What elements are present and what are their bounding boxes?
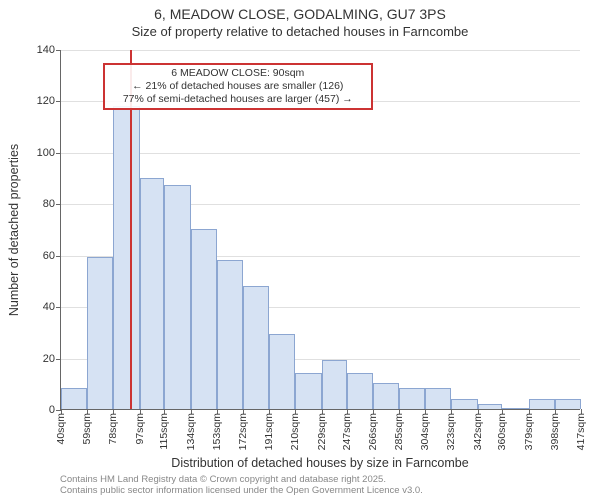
histogram-bar <box>243 286 269 409</box>
y-tick-label: 120 <box>37 95 61 107</box>
chart-subtitle: Size of property relative to detached ho… <box>0 24 600 39</box>
x-tick-label: 285sqm <box>393 413 405 450</box>
chart-title: 6, MEADOW CLOSE, GODALMING, GU7 3PS <box>0 6 600 22</box>
histogram-bar <box>399 388 425 409</box>
histogram-bar <box>61 388 87 409</box>
x-tick-label: 342sqm <box>472 413 484 450</box>
x-tick-label: 153sqm <box>211 413 223 450</box>
plot-area: 02040608010012014040sqm59sqm78sqm97sqm11… <box>60 50 580 410</box>
histogram-bar <box>140 178 165 409</box>
x-tick-label: 247sqm <box>341 413 353 450</box>
x-tick-label: 379sqm <box>523 413 535 450</box>
histogram-bar <box>295 373 321 409</box>
y-axis-label: Number of detached properties <box>7 144 21 316</box>
histogram-bar <box>502 408 528 409</box>
x-tick-label: 266sqm <box>367 413 379 450</box>
x-tick-label: 115sqm <box>158 413 170 450</box>
x-tick-label: 191sqm <box>263 413 275 450</box>
annotation-line: ← 21% of detached houses are smaller (12… <box>109 80 367 93</box>
histogram-bar <box>164 185 190 409</box>
x-tick-label: 323sqm <box>445 413 457 450</box>
x-tick-label: 210sqm <box>289 413 301 450</box>
x-tick-label: 304sqm <box>419 413 431 450</box>
x-tick-label: 229sqm <box>316 413 328 450</box>
histogram-bar <box>425 388 451 409</box>
histogram-bar <box>347 373 373 409</box>
x-tick-label: 360sqm <box>496 413 508 450</box>
chart-container: 6, MEADOW CLOSE, GODALMING, GU7 3PS Size… <box>0 0 600 500</box>
y-tick-label: 140 <box>37 44 61 56</box>
x-axis-label: Distribution of detached houses by size … <box>60 456 580 470</box>
x-tick-label: 78sqm <box>107 413 119 445</box>
annotation-line: 6 MEADOW CLOSE: 90sqm <box>109 67 367 80</box>
y-tick-label: 100 <box>37 147 61 159</box>
y-tick-label: 60 <box>43 250 61 262</box>
histogram-bar <box>451 399 477 409</box>
gridline <box>61 50 580 51</box>
x-tick-label: 59sqm <box>81 413 93 445</box>
histogram-bar <box>113 106 139 409</box>
y-tick-label: 20 <box>43 353 61 365</box>
histogram-bar <box>87 257 113 409</box>
y-tick-label: 40 <box>43 301 61 313</box>
x-tick-label: 417sqm <box>575 413 587 450</box>
histogram-bar <box>529 399 555 409</box>
histogram-bar <box>217 260 243 409</box>
histogram-bar <box>191 229 217 409</box>
footer-line-1: Contains HM Land Registry data © Crown c… <box>60 474 423 485</box>
histogram-bar <box>373 383 399 409</box>
x-tick-label: 398sqm <box>549 413 561 450</box>
histogram-bar <box>555 399 581 409</box>
y-tick-label: 80 <box>43 198 61 210</box>
x-tick-label: 172sqm <box>237 413 249 450</box>
footer-line-2: Contains public sector information licen… <box>60 485 423 496</box>
histogram-bar <box>269 334 295 409</box>
annotation-line: 77% of semi-detached houses are larger (… <box>109 93 367 106</box>
annotation-box: 6 MEADOW CLOSE: 90sqm← 21% of detached h… <box>103 63 373 110</box>
histogram-bar <box>322 360 347 409</box>
x-tick-label: 97sqm <box>134 413 146 445</box>
x-tick-label: 40sqm <box>55 413 67 445</box>
x-tick-label: 134sqm <box>185 413 197 450</box>
histogram-bar <box>478 404 503 409</box>
footer-attribution: Contains HM Land Registry data © Crown c… <box>60 474 423 497</box>
